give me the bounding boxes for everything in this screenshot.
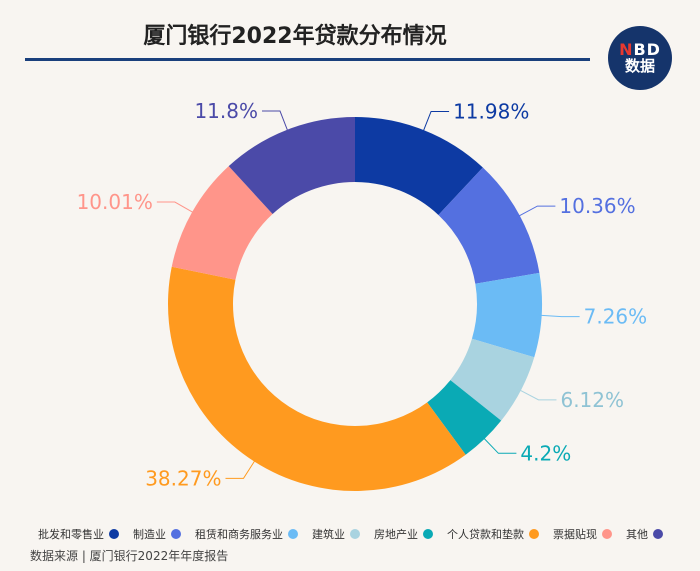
legend-swatch <box>602 529 612 539</box>
legend-swatch <box>423 529 433 539</box>
legend-item-leasing-business: 租赁和商务服务业 <box>195 526 298 542</box>
legend-item-manufacturing: 制造业 <box>133 526 181 542</box>
data-source: 数据来源 | 厦门银行2022年年度报告 <box>30 549 229 563</box>
leader-line-real-estate <box>481 435 517 454</box>
slice-personal-loans <box>168 266 466 491</box>
legend-item-other: 其他 <box>626 526 663 542</box>
legend-item-construction: 建筑业 <box>312 526 360 542</box>
leader-line-wholesale-retail <box>421 110 450 134</box>
leader-line-personal-loans <box>225 457 257 479</box>
legend-label: 票据贴现 <box>553 528 597 541</box>
slice-wholesale-retail <box>355 117 483 215</box>
data-label-real-estate: 4.2% <box>520 441 571 465</box>
leader-line-other <box>262 110 290 134</box>
leader-line-manufacturing <box>516 205 556 218</box>
slice-leasing-business <box>471 272 542 358</box>
data-label-other: 11.8% <box>194 99 258 123</box>
chart-title: 厦门银行2022年贷款分布情况 <box>143 24 447 49</box>
data-label-personal-loans: 38.27% <box>145 466 221 490</box>
data-label-leasing-business: 7.26% <box>584 305 648 329</box>
leader-line-bill-discount <box>156 201 196 215</box>
legend-swatch <box>171 529 181 539</box>
data-label-wholesale-retail: 11.98% <box>453 99 529 123</box>
data-label-construction: 6.12% <box>560 388 624 412</box>
legend-item-personal-loans: 个人贷款和垫款 <box>447 526 539 542</box>
legend-label: 房地产业 <box>374 528 418 541</box>
legend-label: 批发和零售业 <box>38 528 104 541</box>
legend-swatch <box>109 529 119 539</box>
leader-line-leasing-business <box>537 314 580 318</box>
data-label-bill-discount: 10.01% <box>77 190 153 214</box>
logo-n: N <box>619 39 634 59</box>
slice-other <box>228 117 355 215</box>
legend-label: 制造业 <box>133 528 166 541</box>
legend-item-real-estate: 房地产业 <box>374 526 433 542</box>
legend-swatch <box>653 529 663 539</box>
legend-swatch <box>288 529 298 539</box>
legend-item-bill-discount: 票据贴现 <box>553 526 612 542</box>
legend-label: 建筑业 <box>312 528 345 541</box>
slice-bill-discount <box>171 166 273 280</box>
leader-line-construction <box>516 388 557 401</box>
data-label-manufacturing: 10.36% <box>559 194 635 218</box>
nbd-logo: NBD 数据 <box>608 26 672 90</box>
slice-manufacturing <box>438 167 540 284</box>
legend-label: 租赁和商务服务业 <box>195 528 283 541</box>
legend-item-wholesale-retail: 批发和零售业 <box>38 526 119 542</box>
logo-subtitle: 数据 <box>624 56 655 75</box>
slice-real-estate <box>427 380 502 455</box>
legend-swatch <box>350 529 360 539</box>
legend-label: 个人贷款和垫款 <box>447 528 524 541</box>
title-underline <box>25 58 590 61</box>
legend-label: 其他 <box>626 528 648 541</box>
slice-construction <box>450 338 535 421</box>
logo-bd: BD <box>633 39 661 59</box>
chart-legend: 批发和零售业 制造业 租赁和商务服务业 建筑业 房地产业 个人贷款和垫款 票据贴现 其他 <box>38 526 688 542</box>
legend-swatch <box>529 529 539 539</box>
